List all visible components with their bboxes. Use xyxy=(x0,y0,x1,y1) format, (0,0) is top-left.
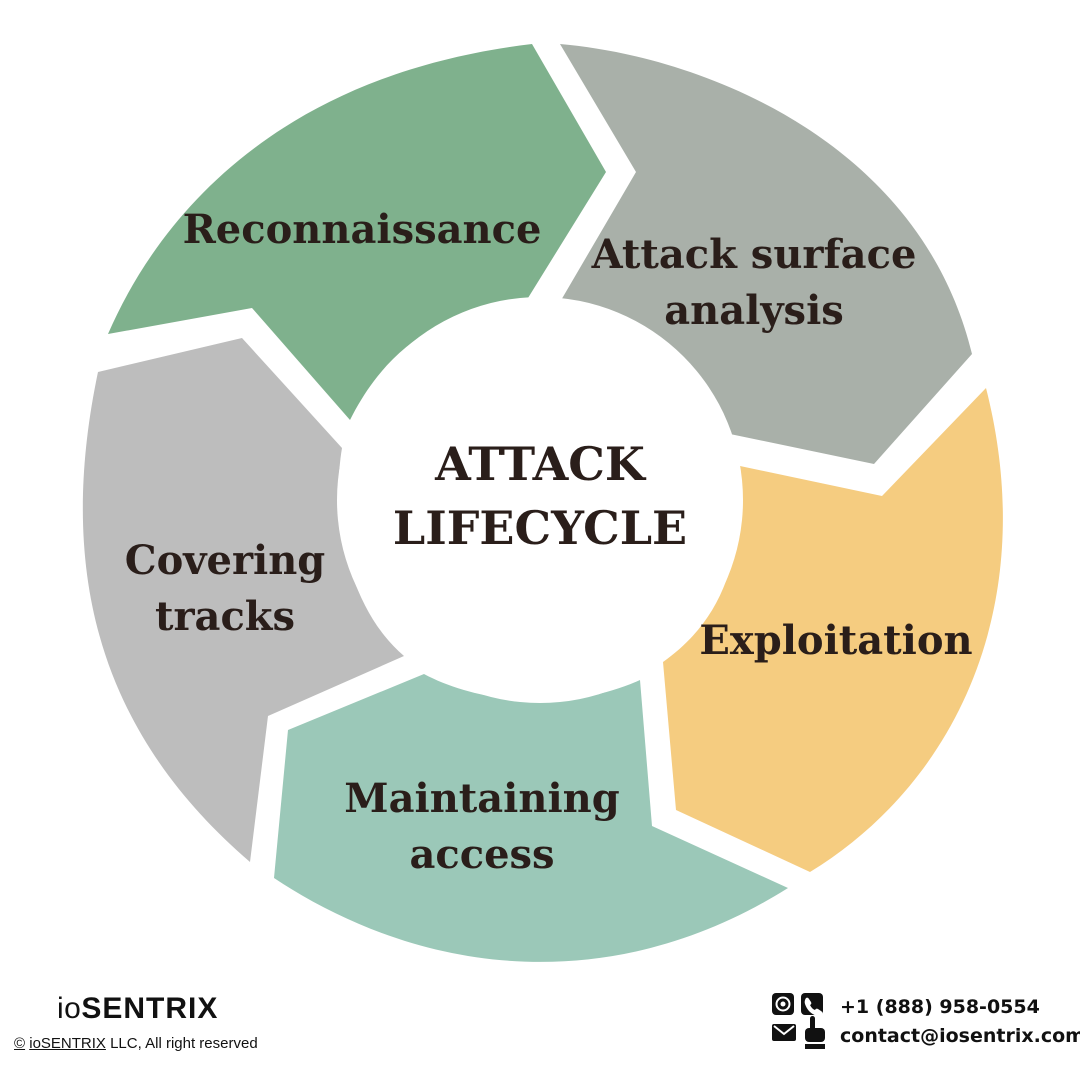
copyright-text: LLC, All right reserved xyxy=(105,1035,258,1052)
logo-prefix: io xyxy=(57,992,82,1025)
at-sign-icon xyxy=(772,993,794,1015)
contact-icons xyxy=(772,993,825,1049)
iosentrix-logo: ioSENTRIX xyxy=(57,992,218,1026)
segment-label-exploitation-1: Exploitation xyxy=(699,617,972,664)
segment-attack-surface-analysis xyxy=(560,44,972,464)
center-title-line1: ATTACK xyxy=(434,437,647,491)
segment-label-covering-tracks-2: tracks xyxy=(155,593,295,640)
segment-label-maintaining-access-2: access xyxy=(409,831,554,878)
hand-pointer-icon xyxy=(805,1016,825,1049)
segment-maintaining-access xyxy=(274,674,788,962)
contact-phone[interactable]: +1 (888) 958-0554 xyxy=(840,996,1040,1018)
logo-brand: SENTRIX xyxy=(81,992,219,1025)
segment-covering-tracks xyxy=(82,338,404,862)
envelope-icon[interactable] xyxy=(772,1024,796,1041)
center-title-line2: LIFECYCLE xyxy=(393,501,687,555)
copyright-company-link[interactable]: ioSENTRIX xyxy=(29,1035,106,1052)
segment-exploitation xyxy=(663,388,1003,872)
segment-label-maintaining-access-1: Maintaining xyxy=(344,775,619,822)
center-circle xyxy=(337,297,743,703)
contact-email[interactable]: contact@iosentrix.com xyxy=(840,1025,1080,1047)
segment-label-attack-surface-analysis-2: analysis xyxy=(664,287,844,334)
segment-label-attack-surface-analysis-1: Attack surface xyxy=(591,231,917,278)
segment-reconnaissance xyxy=(108,44,606,420)
segment-label-reconnaissance-1: Reconnaissance xyxy=(183,206,542,253)
segment-label-covering-tracks-1: Covering xyxy=(125,537,326,584)
phone-icon[interactable] xyxy=(801,993,823,1017)
copyright-symbol: © xyxy=(14,1035,26,1052)
copyright-notice: © ioSENTRIX LLC, All right reserved xyxy=(14,1035,258,1052)
